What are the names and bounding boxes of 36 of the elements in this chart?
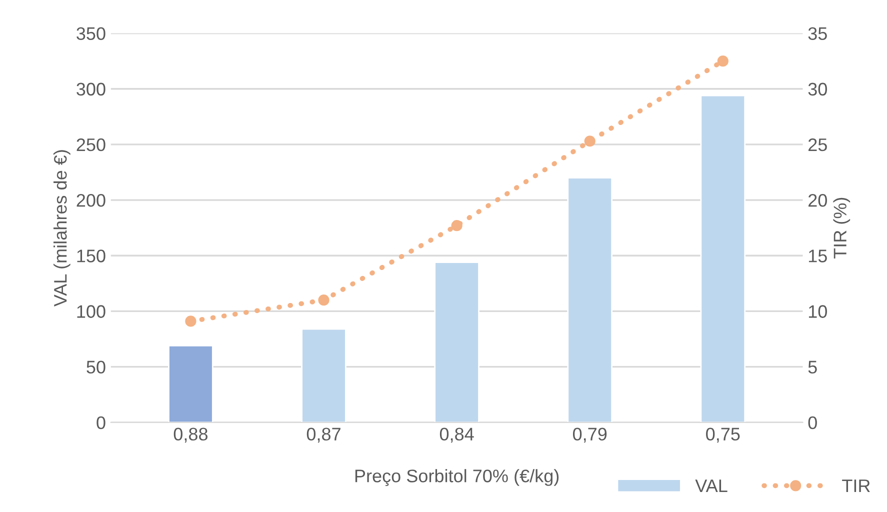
point bbox=[318, 294, 330, 306]
y-tick-label: 150 bbox=[77, 250, 106, 262]
y-tick-label: 100 bbox=[77, 305, 106, 318]
point bbox=[584, 136, 596, 147]
x-axis-title: Preço Sorbitol 70% (€/kg) bbox=[355, 469, 559, 486]
y2-tick-label: 0 bbox=[808, 416, 817, 430]
y2-tick-label: 25 bbox=[808, 138, 827, 152]
y2-tick-label: 30 bbox=[808, 82, 827, 96]
x-tick-label: 0,88 bbox=[174, 428, 208, 443]
y2-tick-label: 15 bbox=[808, 250, 827, 262]
y-tick-label: 0 bbox=[96, 416, 106, 430]
y-tick-label: 50 bbox=[86, 360, 106, 374]
y-tick-label: 250 bbox=[76, 138, 106, 152]
legend-label: TIR bbox=[842, 480, 870, 492]
y-tick-label: 200 bbox=[76, 194, 106, 207]
x-tick-label: 0,79 bbox=[572, 428, 607, 443]
y-tick-label: 350 bbox=[76, 27, 106, 40]
bar bbox=[434, 262, 480, 422]
bar bbox=[301, 328, 346, 422]
y2-tick-label: 35 bbox=[808, 27, 827, 40]
x-tick-label: 0,84 bbox=[440, 428, 474, 443]
bar bbox=[700, 94, 746, 422]
x-tick-label: 0,75 bbox=[706, 428, 740, 443]
y2-tick-label: 20 bbox=[808, 194, 827, 207]
y-axis-title: VAL (milahres de €) bbox=[54, 150, 70, 307]
y2-tick-label: 5 bbox=[808, 360, 817, 374]
point bbox=[185, 316, 196, 327]
y2-axis-title: TIR (%) bbox=[833, 198, 850, 259]
bar bbox=[567, 177, 613, 422]
y2-tick-label: 10 bbox=[808, 305, 827, 318]
bar bbox=[168, 344, 214, 422]
y-tick-label: 300 bbox=[76, 82, 106, 96]
point bbox=[451, 220, 462, 232]
x-tick-label: 0,87 bbox=[306, 428, 340, 443]
point bbox=[717, 56, 728, 67]
legend-label: VAL bbox=[695, 480, 728, 492]
